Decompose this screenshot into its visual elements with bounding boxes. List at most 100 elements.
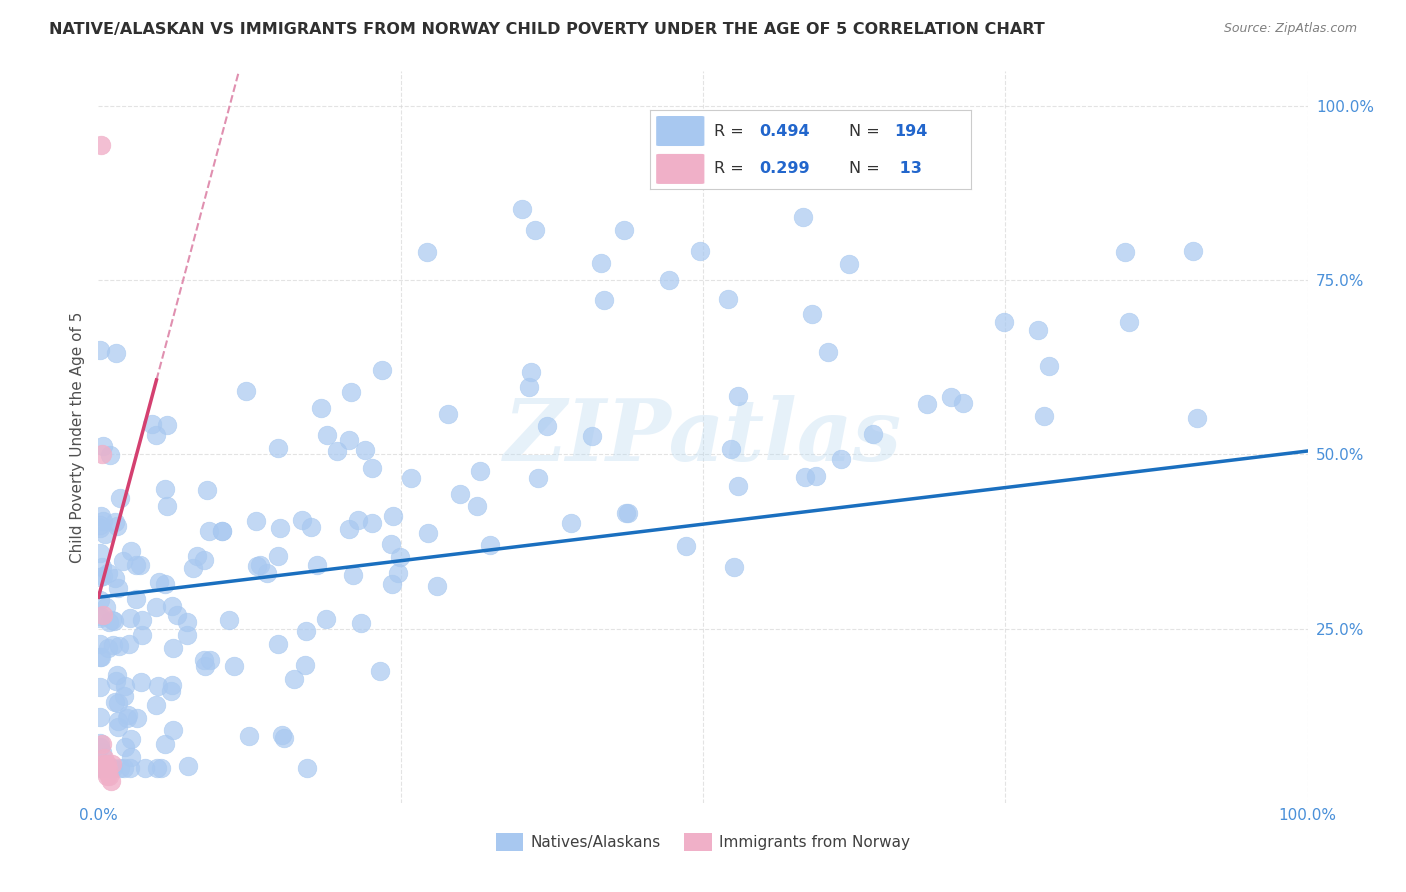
Point bbox=[589, 256, 612, 270]
Point bbox=[134, 761, 156, 775]
Point bbox=[256, 566, 278, 580]
Point bbox=[125, 558, 148, 572]
Point bbox=[245, 515, 267, 529]
Point bbox=[347, 513, 370, 527]
Point bbox=[218, 614, 240, 628]
Point bbox=[94, 764, 117, 779]
Point bbox=[89, 710, 111, 724]
Point bbox=[613, 223, 636, 237]
Point bbox=[520, 365, 543, 379]
Point bbox=[114, 679, 136, 693]
Point bbox=[97, 761, 120, 775]
Point bbox=[723, 560, 745, 574]
Point bbox=[399, 471, 422, 485]
Point bbox=[104, 571, 127, 585]
Point bbox=[112, 690, 135, 704]
Point bbox=[915, 397, 938, 411]
Point bbox=[118, 611, 141, 625]
Point bbox=[267, 441, 290, 455]
Point bbox=[91, 737, 114, 751]
Point bbox=[720, 442, 742, 456]
Point bbox=[838, 256, 860, 270]
Point bbox=[89, 610, 111, 624]
Point bbox=[94, 527, 117, 541]
Point bbox=[294, 658, 316, 673]
Point bbox=[98, 769, 121, 783]
Point bbox=[1182, 244, 1205, 259]
Point bbox=[89, 650, 111, 665]
Point bbox=[1026, 323, 1049, 337]
Point bbox=[186, 549, 208, 563]
Point bbox=[91, 761, 114, 775]
Point bbox=[98, 761, 121, 775]
Text: ZIPatlas: ZIPatlas bbox=[503, 395, 903, 479]
Point bbox=[90, 761, 112, 775]
Point bbox=[89, 546, 111, 560]
FancyBboxPatch shape bbox=[657, 116, 704, 146]
Point bbox=[337, 434, 360, 448]
Point bbox=[104, 673, 127, 688]
Point bbox=[198, 653, 221, 667]
Point bbox=[295, 761, 318, 775]
Point bbox=[211, 524, 233, 538]
Point bbox=[381, 576, 404, 591]
Point bbox=[89, 608, 111, 623]
Point bbox=[267, 549, 290, 564]
Point bbox=[360, 461, 382, 475]
Point bbox=[118, 637, 141, 651]
Point bbox=[717, 292, 740, 306]
Point bbox=[105, 519, 128, 533]
Point bbox=[817, 344, 839, 359]
Point bbox=[91, 569, 114, 583]
Point bbox=[90, 508, 112, 523]
Point bbox=[523, 223, 546, 237]
Point bbox=[387, 566, 409, 580]
Point bbox=[115, 711, 138, 725]
Point bbox=[793, 469, 815, 483]
Point bbox=[194, 659, 217, 673]
Point bbox=[149, 761, 172, 775]
Point bbox=[238, 729, 260, 743]
Point bbox=[193, 653, 215, 667]
Point bbox=[91, 607, 114, 622]
Point bbox=[96, 769, 118, 783]
Point bbox=[299, 520, 322, 534]
Point bbox=[235, 384, 257, 399]
Point bbox=[368, 664, 391, 678]
Point bbox=[105, 668, 128, 682]
Point bbox=[468, 464, 491, 478]
Point bbox=[536, 418, 558, 433]
Point bbox=[107, 720, 129, 734]
Point bbox=[478, 538, 501, 552]
Point bbox=[337, 523, 360, 537]
Point bbox=[415, 244, 437, 259]
Point bbox=[89, 739, 111, 754]
Point bbox=[294, 624, 316, 639]
Point bbox=[125, 591, 148, 606]
Point bbox=[246, 559, 269, 574]
Point bbox=[131, 613, 153, 627]
Point bbox=[1187, 411, 1209, 425]
Point bbox=[104, 695, 127, 709]
Point bbox=[211, 524, 233, 538]
Point bbox=[107, 714, 129, 729]
Text: N =: N = bbox=[849, 161, 884, 177]
Point bbox=[91, 514, 114, 528]
Point bbox=[271, 728, 294, 742]
Point bbox=[98, 761, 121, 775]
Point bbox=[177, 759, 200, 773]
Point bbox=[418, 525, 440, 540]
Text: Source: ZipAtlas.com: Source: ZipAtlas.com bbox=[1223, 22, 1357, 36]
Text: 0.299: 0.299 bbox=[759, 161, 810, 177]
Point bbox=[104, 516, 127, 530]
Point bbox=[141, 417, 163, 431]
Point bbox=[162, 678, 184, 692]
Point bbox=[380, 537, 402, 551]
Point bbox=[98, 615, 121, 629]
Point bbox=[89, 637, 111, 651]
Point bbox=[517, 380, 540, 394]
Point bbox=[792, 210, 814, 224]
Point bbox=[91, 448, 114, 462]
Point bbox=[193, 553, 215, 567]
Point bbox=[382, 509, 405, 524]
